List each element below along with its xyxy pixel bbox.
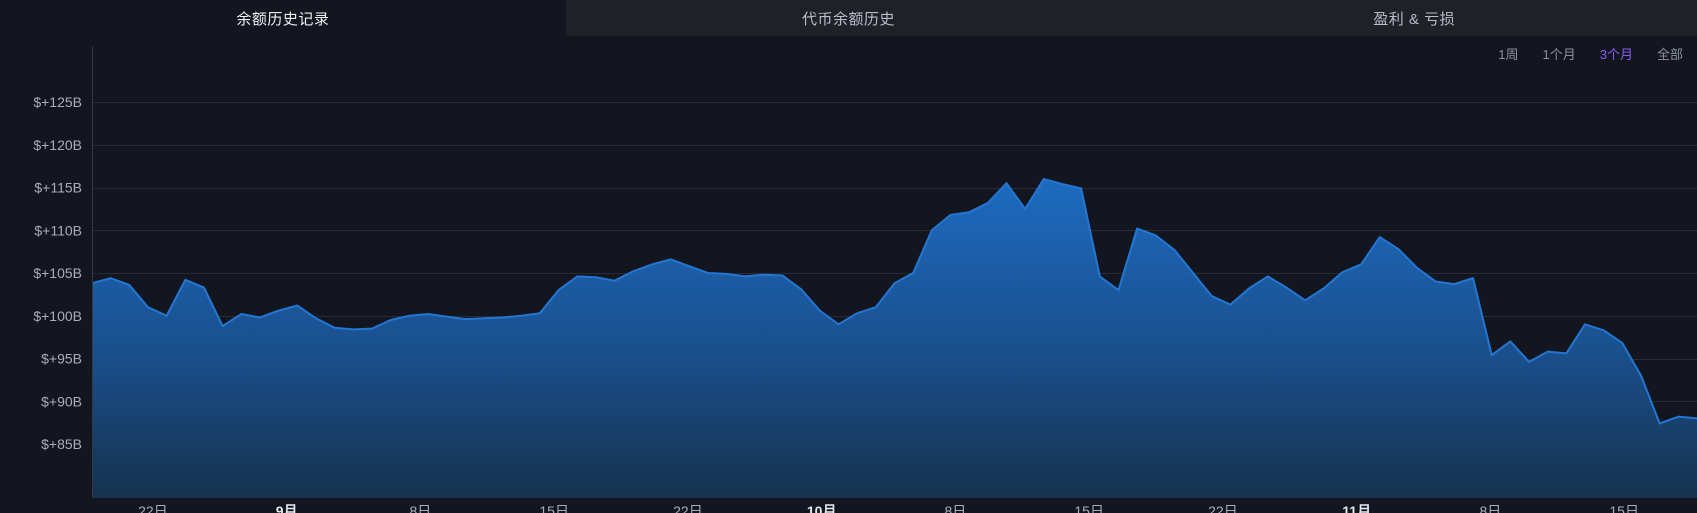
range-option-all[interactable]: 全部 [1656, 47, 1683, 62]
x-axis-tick-label: 8日 [410, 503, 432, 513]
series-line [92, 177, 1697, 425]
range-option-3month[interactable]: 3个月 [1599, 47, 1633, 62]
chart-y-axis-labels: $+125B $+120B $+115B $+110B $+105B $+100B $+95… [33, 94, 82, 452]
tab-balance-history[interactable]: 余额历史记录 [0, 0, 566, 36]
chart-x-axis-labels: 22日 9月 8日 15日 22日 10月 8日 15日 22日 11月 8日 15日 [138, 503, 1639, 513]
y-axis-tick-label: $+115B [34, 180, 82, 196]
tab-bar: 余额历史记录 代币余额历史 盈利 & 亏损 [0, 0, 1697, 36]
x-axis-tick-label: 15日 [1074, 503, 1104, 513]
x-axis-tick-label: 9月 [276, 503, 298, 513]
x-axis-tick-label: 8日 [945, 503, 967, 513]
x-axis-tick-label: 11月 [1342, 503, 1371, 513]
y-axis-tick-label: $+85B [41, 436, 82, 452]
x-axis-tick-label: 22日 [138, 503, 168, 513]
x-axis-tick-label: 22日 [1208, 503, 1238, 513]
x-axis-tick-label: 15日 [1609, 503, 1639, 513]
tab-label: 盈利 & 亏损 [1373, 10, 1456, 28]
y-axis-tick-label: $+90B [41, 393, 82, 409]
x-axis-tick-label: 10月 [807, 503, 837, 513]
y-axis-tick-label: $+95B [41, 351, 82, 367]
tab-label: 余额历史记录 [236, 10, 330, 28]
tab-token-balance-history[interactable]: 代币余额历史 [565, 0, 1132, 36]
balance-history-chart[interactable]: $+125B $+120B $+115B $+110B $+105B $+100B $+95… [0, 36, 1697, 513]
y-axis-tick-label: $+105B [33, 265, 82, 281]
range-option-1month[interactable]: 1个月 [1542, 47, 1576, 62]
y-axis-tick-label: $+125B [33, 94, 82, 110]
x-axis-tick-label: 22日 [673, 503, 703, 513]
y-axis-tick-label: $+100B [33, 308, 82, 324]
y-axis-tick-label: $+110B [34, 222, 82, 238]
y-axis-tick-label: $+120B [33, 137, 82, 153]
range-option-1week[interactable]: 1周 [1498, 47, 1519, 62]
range-selector: 1周 1个月 3个月 全部 [1498, 44, 1683, 63]
x-axis-tick-label: 15日 [539, 503, 569, 513]
tab-label: 代币余额历史 [802, 10, 896, 28]
chart-svg[interactable]: $+125B $+120B $+115B $+110B $+105B $+100B $+95… [0, 36, 1697, 513]
x-axis-tick-label: 8日 [1480, 503, 1502, 513]
series-area-fill [92, 178, 1697, 498]
tab-profit-and-loss[interactable]: 盈利 & 亏损 [1131, 0, 1697, 36]
chart-area-series [92, 177, 1697, 498]
